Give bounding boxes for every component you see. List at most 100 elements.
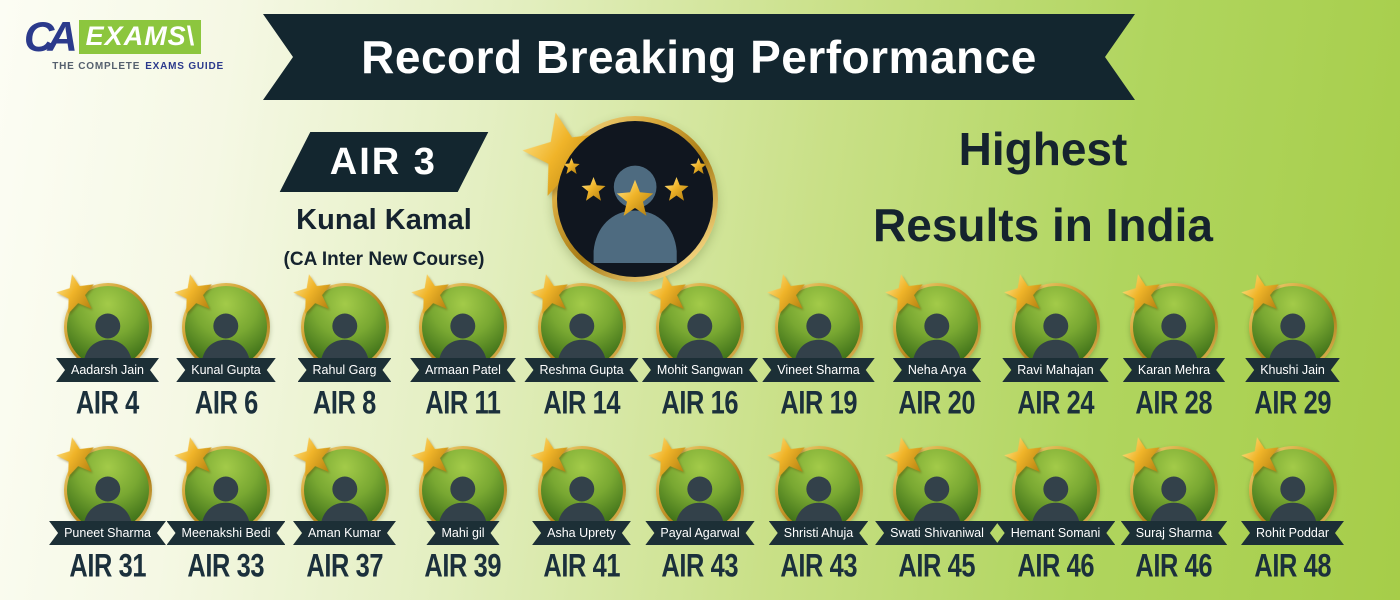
student-avatar <box>538 446 626 534</box>
student-rank: AIR 20 <box>898 383 976 422</box>
student-name: Puneet Sharma <box>49 521 166 545</box>
student-avatar <box>656 446 744 534</box>
star-icon <box>289 432 336 479</box>
student-name: Aadarsh Jain <box>56 358 159 382</box>
star-icon <box>616 123 654 273</box>
student-avatar <box>64 446 152 534</box>
brand-logo: CA EXAMS\ THE COMPLETE EXAMS GUIDE <box>24 16 224 73</box>
star-icon <box>170 269 217 316</box>
hero-topper-name: Kunal Kamal <box>296 204 472 236</box>
student-rank: AIR 46 <box>1017 546 1094 585</box>
student-rank: AIR 6 <box>194 383 258 422</box>
student-rank: AIR 14 <box>543 383 620 422</box>
logo-wordmark-text: EXAMS <box>85 21 187 51</box>
results-heading: Highest Results in India <box>812 122 1274 252</box>
avatar-gold-ring <box>300 283 389 371</box>
student-rank: AIR 37 <box>306 546 383 585</box>
student-name: Hemant Somani <box>996 521 1116 545</box>
student-avatar <box>775 283 863 371</box>
student-avatar <box>301 446 389 534</box>
star-icon <box>1237 432 1284 479</box>
star-icon <box>526 432 573 479</box>
logo-slash: \ <box>186 21 196 51</box>
logo-tagline-left: THE COMPLETE <box>52 61 141 72</box>
students-row-1: Aadarsh Jain AIR 4 Kunal Gupta AIR 6 Rah… <box>0 283 1400 421</box>
hero-photo <box>557 121 713 277</box>
student-card: Ravi Mahajan AIR 24 <box>1003 283 1109 421</box>
student-card: Suraj Sharma AIR 46 <box>1121 446 1227 584</box>
student-name: Reshma Gupta <box>524 358 638 382</box>
student-rank: AIR 39 <box>424 546 502 585</box>
logo-tagline-right: EXAMS GUIDE <box>145 61 224 72</box>
student-name: Suraj Sharma <box>1121 521 1227 545</box>
student-rank: AIR 43 <box>661 546 739 585</box>
student-avatar <box>1130 283 1218 371</box>
student-rank: AIR 16 <box>661 383 739 422</box>
student-card: Kunal Gupta AIR 6 <box>173 283 279 421</box>
student-avatar <box>1012 283 1100 371</box>
student-card: Hemant Somani AIR 46 <box>1003 446 1109 584</box>
star-icon <box>644 432 691 479</box>
student-avatar <box>419 283 507 371</box>
student-card: Aadarsh Jain AIR 4 <box>55 283 161 421</box>
star-icon <box>52 432 99 479</box>
student-name: Payal Agarwal <box>645 521 754 545</box>
student-rank: AIR 45 <box>898 546 976 585</box>
student-avatar <box>893 283 981 371</box>
student-name: Armaan Patel <box>410 358 516 382</box>
student-card: Payal Agarwal AIR 43 <box>647 446 753 584</box>
student-card: Armaan Patel AIR 11 <box>410 283 516 421</box>
student-avatar <box>64 283 152 371</box>
student-name: Vineet Sharma <box>762 358 874 382</box>
hero-course-label: (CA Inter New Course) <box>283 249 485 270</box>
student-rank: AIR 46 <box>1135 546 1213 585</box>
results-heading-line2: Results in India <box>873 199 1213 251</box>
star-icon <box>881 432 928 479</box>
student-name: Khushi Jain <box>1245 358 1340 382</box>
star-icon <box>1237 269 1284 316</box>
star-icon <box>664 121 689 264</box>
student-rank: AIR 48 <box>1254 546 1331 585</box>
student-card: Reshma Gupta AIR 14 <box>529 283 635 421</box>
star-icon <box>1000 432 1047 479</box>
star-icon <box>563 121 580 241</box>
student-avatar <box>538 283 626 371</box>
star-icon <box>581 121 606 264</box>
student-rank: AIR 4 <box>76 383 139 422</box>
student-name: Rahul Garg <box>298 358 392 382</box>
student-avatar <box>1130 446 1218 534</box>
star-icon <box>1118 269 1165 316</box>
star-icon <box>407 269 454 316</box>
student-rank: AIR 43 <box>780 546 857 585</box>
student-card: Shristi Ahuja AIR 43 <box>766 446 872 584</box>
student-avatar <box>656 283 744 371</box>
student-avatar <box>182 446 270 534</box>
avatar-gold-ring <box>537 446 626 534</box>
student-rank: AIR 28 <box>1135 383 1213 422</box>
hero-medallion <box>552 116 718 282</box>
student-avatar <box>1249 446 1337 534</box>
student-rank: AIR 31 <box>69 546 146 585</box>
student-name: Aman Kumar <box>293 521 396 545</box>
hero-gold-ring <box>552 116 718 282</box>
star-icon <box>289 269 336 316</box>
student-card: Neha Arya AIR 20 <box>884 283 990 421</box>
student-card: Khushi Jain AIR 29 <box>1240 283 1346 421</box>
star-icon <box>644 269 691 316</box>
student-rank: AIR 11 <box>425 383 501 422</box>
star-icon <box>881 269 928 316</box>
student-name: Asha Uprety <box>532 521 631 545</box>
star-icon <box>170 432 217 479</box>
student-name: Neha Arya <box>893 358 981 382</box>
student-card: Mohit Sangwan AIR 16 <box>647 283 753 421</box>
star-icon <box>1118 432 1165 479</box>
student-card: Rahul Garg AIR 8 <box>292 283 398 421</box>
student-avatar <box>1012 446 1100 534</box>
hero-rank-text: AIR 3 <box>330 140 438 183</box>
student-rank: AIR 8 <box>313 383 376 422</box>
student-rank: AIR 41 <box>543 546 620 585</box>
students-row-2: Puneet Sharma AIR 31 Meenakshi Bedi AIR … <box>0 446 1400 584</box>
student-name: Mahi gil <box>426 521 499 545</box>
student-card: Karan Mehra AIR 28 <box>1121 283 1227 421</box>
